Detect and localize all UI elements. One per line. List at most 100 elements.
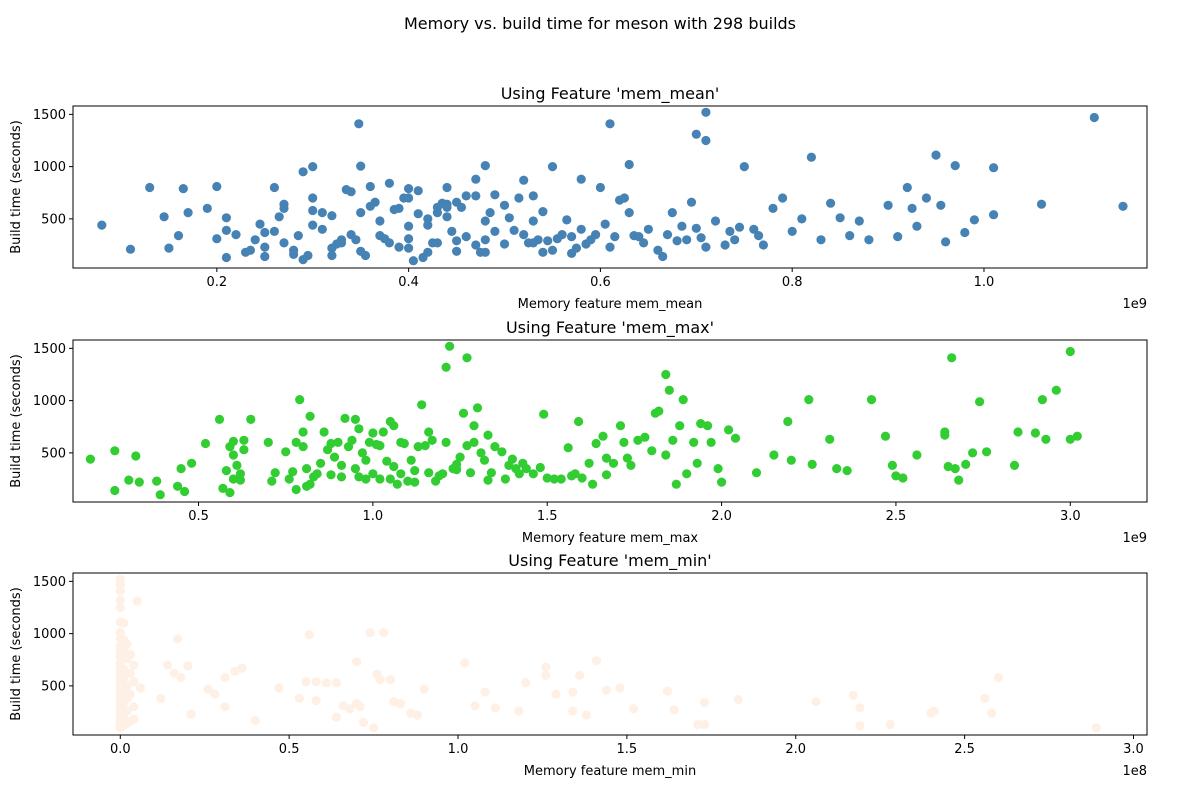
data-point: [490, 703, 500, 713]
data-point: [345, 704, 355, 714]
data-point: [936, 200, 946, 210]
data-point: [131, 451, 141, 461]
data-point: [394, 203, 404, 213]
data-point: [535, 462, 545, 473]
data-point: [547, 162, 558, 172]
data-point: [739, 162, 749, 172]
data-point: [591, 656, 602, 666]
data-point: [404, 243, 414, 253]
x-tick-label: 0.5: [188, 509, 209, 524]
data-point: [308, 220, 318, 230]
data-point: [410, 466, 420, 476]
data-point: [528, 469, 538, 479]
data-point: [543, 236, 553, 246]
data-point: [180, 486, 190, 497]
data-point: [500, 474, 510, 484]
data-point: [678, 395, 688, 405]
data-point: [1013, 427, 1023, 437]
data-point: [521, 464, 531, 474]
data-point: [250, 715, 260, 726]
data-point: [595, 182, 606, 193]
data-point: [385, 474, 395, 484]
data-point: [619, 437, 629, 447]
data-point: [700, 698, 710, 708]
data-point: [682, 469, 692, 479]
data-point: [639, 238, 649, 248]
data-point: [864, 235, 874, 245]
scatter-chart-1: Using Feature 'mem_mean' 0.2 0.4 0.6 0.8 1.0 5…: [9, 84, 1148, 312]
data-point: [155, 490, 165, 500]
data-point: [404, 234, 414, 244]
data-point: [485, 208, 495, 218]
data-point: [210, 689, 220, 699]
data-point: [521, 678, 531, 688]
data-point: [331, 712, 341, 722]
data-point: [960, 227, 970, 238]
data-point: [279, 199, 289, 209]
data-point: [129, 660, 139, 670]
data-point: [346, 187, 356, 197]
data-point: [658, 251, 668, 262]
data-point: [490, 190, 500, 200]
data-point: [260, 251, 270, 262]
data-point: [119, 618, 129, 628]
data-point: [305, 479, 315, 489]
data-point: [442, 202, 452, 212]
data-point: [661, 369, 671, 380]
data-point: [1089, 112, 1099, 123]
data-point: [228, 474, 238, 484]
data-point: [806, 152, 817, 162]
data-point: [255, 219, 265, 229]
data-point: [452, 236, 462, 246]
data-point: [119, 685, 129, 695]
data-point: [458, 408, 469, 418]
data-point: [538, 207, 548, 217]
data-point: [469, 421, 479, 431]
data-point: [893, 232, 903, 242]
data-point: [749, 224, 759, 234]
data-point: [445, 341, 455, 351]
data-point: [568, 687, 578, 697]
data-point: [1009, 460, 1020, 470]
data-point: [562, 215, 572, 225]
data-point: [316, 458, 326, 468]
data-point: [880, 431, 891, 441]
data-point: [842, 466, 852, 476]
data-point: [471, 191, 481, 201]
data-point: [460, 658, 470, 668]
data-point: [263, 437, 273, 447]
data-point: [354, 472, 364, 482]
data-point: [385, 675, 396, 685]
x-tick-label: 1.0: [363, 509, 384, 524]
x-tick-label: 0.6: [590, 275, 611, 290]
data-point: [221, 225, 231, 235]
data-point: [220, 672, 230, 683]
data-point: [835, 213, 845, 223]
data-point: [311, 695, 321, 706]
data-point: [975, 397, 985, 407]
data-point: [183, 208, 193, 218]
data-point: [733, 694, 743, 705]
data-point: [291, 484, 301, 495]
data-point: [499, 200, 510, 210]
data-point: [706, 437, 716, 447]
data-point: [1030, 428, 1040, 438]
data-point: [186, 709, 196, 719]
data-point: [304, 630, 314, 640]
data-point: [689, 437, 699, 447]
data-point: [274, 683, 284, 693]
data-point: [225, 488, 235, 498]
data-point: [701, 135, 711, 146]
data-point: [549, 474, 559, 484]
data-point: [993, 672, 1004, 683]
data-point: [365, 628, 375, 638]
data-point: [462, 353, 472, 363]
x-tick-label: 1.0: [448, 742, 469, 757]
data-point: [384, 178, 394, 188]
data-point: [432, 238, 442, 248]
x-tick-label: 0.5: [279, 742, 300, 757]
data-point: [483, 430, 493, 440]
data-point: [567, 232, 577, 242]
data-point: [982, 447, 992, 457]
